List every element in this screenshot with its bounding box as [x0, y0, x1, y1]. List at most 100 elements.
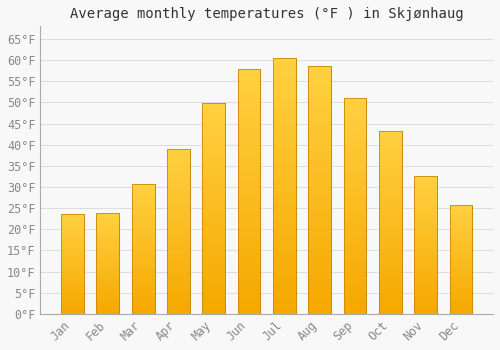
Bar: [96, 280, 119, 282]
Bar: [414, 192, 437, 195]
Bar: [61, 248, 84, 250]
Bar: [308, 66, 331, 314]
Bar: [308, 96, 331, 101]
Bar: [379, 138, 402, 142]
Bar: [132, 199, 154, 202]
Bar: [167, 264, 190, 268]
Bar: [308, 304, 331, 309]
Bar: [96, 290, 119, 292]
Bar: [450, 264, 472, 266]
Bar: [308, 254, 331, 259]
Bar: [344, 103, 366, 107]
Bar: [450, 242, 472, 244]
Bar: [308, 81, 331, 86]
Bar: [61, 282, 84, 284]
Bar: [238, 304, 260, 309]
Bar: [202, 234, 225, 238]
Bar: [344, 228, 366, 232]
Bar: [132, 223, 154, 226]
Bar: [238, 196, 260, 201]
Bar: [414, 214, 437, 217]
Bar: [238, 285, 260, 289]
Bar: [379, 134, 402, 138]
Bar: [96, 260, 119, 261]
Bar: [379, 295, 402, 299]
Bar: [238, 236, 260, 240]
Bar: [132, 210, 154, 212]
Bar: [450, 271, 472, 273]
Bar: [96, 219, 119, 221]
Bar: [61, 232, 84, 234]
Bar: [414, 225, 437, 228]
Bar: [167, 149, 190, 314]
Bar: [379, 193, 402, 197]
Bar: [238, 147, 260, 152]
Bar: [308, 161, 331, 166]
Bar: [132, 254, 154, 257]
Bar: [308, 91, 331, 96]
Bar: [167, 231, 190, 235]
Bar: [132, 290, 154, 293]
Bar: [61, 296, 84, 298]
Bar: [344, 124, 366, 128]
Bar: [450, 244, 472, 246]
Bar: [414, 306, 437, 308]
Bar: [61, 217, 84, 218]
Bar: [273, 160, 296, 166]
Bar: [450, 214, 472, 216]
Bar: [238, 167, 260, 172]
Bar: [96, 235, 119, 237]
Bar: [132, 249, 154, 252]
Bar: [96, 241, 119, 243]
Bar: [167, 251, 190, 254]
Bar: [132, 241, 154, 244]
Bar: [132, 309, 154, 311]
Bar: [61, 274, 84, 276]
Bar: [202, 141, 225, 145]
Bar: [450, 266, 472, 268]
Bar: [238, 122, 260, 127]
Bar: [167, 215, 190, 218]
Bar: [61, 250, 84, 252]
Bar: [273, 181, 296, 186]
Bar: [273, 191, 296, 196]
Bar: [238, 181, 260, 186]
Bar: [202, 293, 225, 297]
Bar: [167, 248, 190, 251]
Bar: [379, 131, 402, 314]
Bar: [167, 241, 190, 245]
Bar: [379, 149, 402, 153]
Bar: [96, 237, 119, 239]
Bar: [450, 262, 472, 264]
Bar: [273, 222, 296, 227]
Bar: [308, 166, 331, 170]
Bar: [238, 93, 260, 98]
Bar: [308, 146, 331, 150]
Bar: [96, 300, 119, 302]
Bar: [344, 292, 366, 297]
Bar: [414, 228, 437, 231]
Bar: [61, 276, 84, 278]
Bar: [450, 205, 472, 314]
Bar: [96, 308, 119, 310]
Bar: [450, 227, 472, 229]
Bar: [61, 244, 84, 246]
Bar: [202, 107, 225, 112]
Bar: [61, 306, 84, 308]
Bar: [238, 225, 260, 231]
Bar: [379, 310, 402, 314]
Bar: [167, 169, 190, 172]
Bar: [414, 217, 437, 220]
Bar: [379, 175, 402, 178]
Bar: [450, 294, 472, 296]
Bar: [132, 293, 154, 296]
Bar: [202, 246, 225, 251]
Bar: [344, 301, 366, 305]
Bar: [344, 167, 366, 172]
Bar: [273, 140, 296, 145]
Bar: [450, 231, 472, 233]
Bar: [344, 107, 366, 111]
Bar: [167, 274, 190, 278]
Bar: [414, 284, 437, 286]
Bar: [96, 213, 119, 314]
